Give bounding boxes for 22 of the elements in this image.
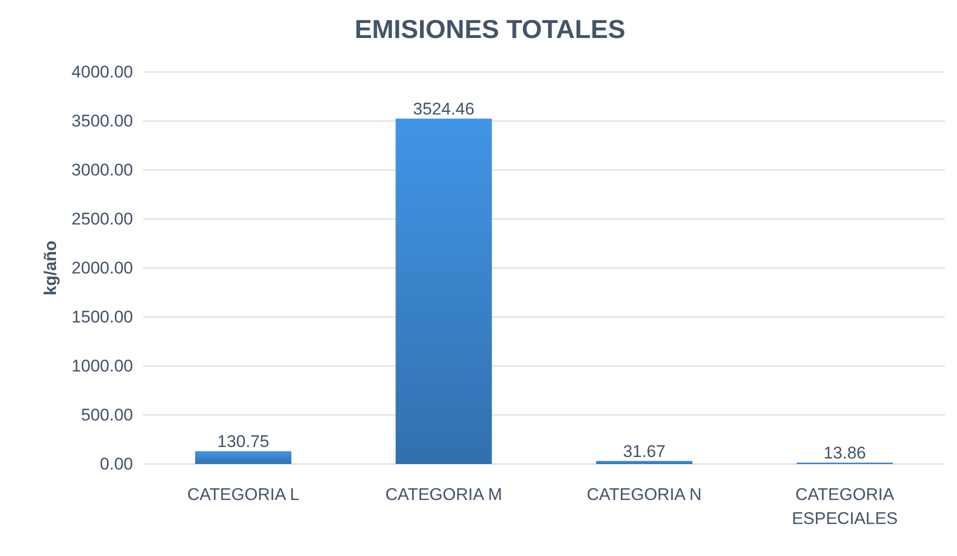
x-tick-label: CATEGORIA ESPECIALES [792, 485, 898, 528]
x-tick-label: CATEGORIA N [586, 485, 702, 504]
chart-title: EMISIONES TOTALES [354, 14, 626, 44]
data-label: 31.67 [622, 442, 666, 461]
x-tick-label: CATEGORIA L [187, 485, 300, 504]
y-tick-label: 0.00 [100, 454, 133, 474]
y-tick-label: 500.00 [81, 405, 133, 424]
bar [195, 451, 292, 464]
data-label: 130.75 [217, 432, 270, 452]
y-tick-label: 1500.00 [72, 307, 133, 326]
y-tick-label: 2500.00 [72, 209, 133, 228]
x-tick-label: CATEGORIA M [385, 485, 502, 504]
bar [596, 460, 692, 464]
data-label: 3524.46 [413, 100, 474, 119]
y-tick-label: 2000.00 [72, 258, 133, 278]
data-label: 13.86 [823, 444, 866, 463]
y-tick-label: 4000.00 [72, 62, 133, 82]
y-tick-label: 1000.00 [72, 356, 133, 376]
y-axis-title: kg/año [41, 240, 60, 296]
y-tick-label: 3000.00 [72, 160, 133, 180]
y-tick-label: 3500.00 [72, 111, 133, 130]
bar [396, 118, 492, 464]
